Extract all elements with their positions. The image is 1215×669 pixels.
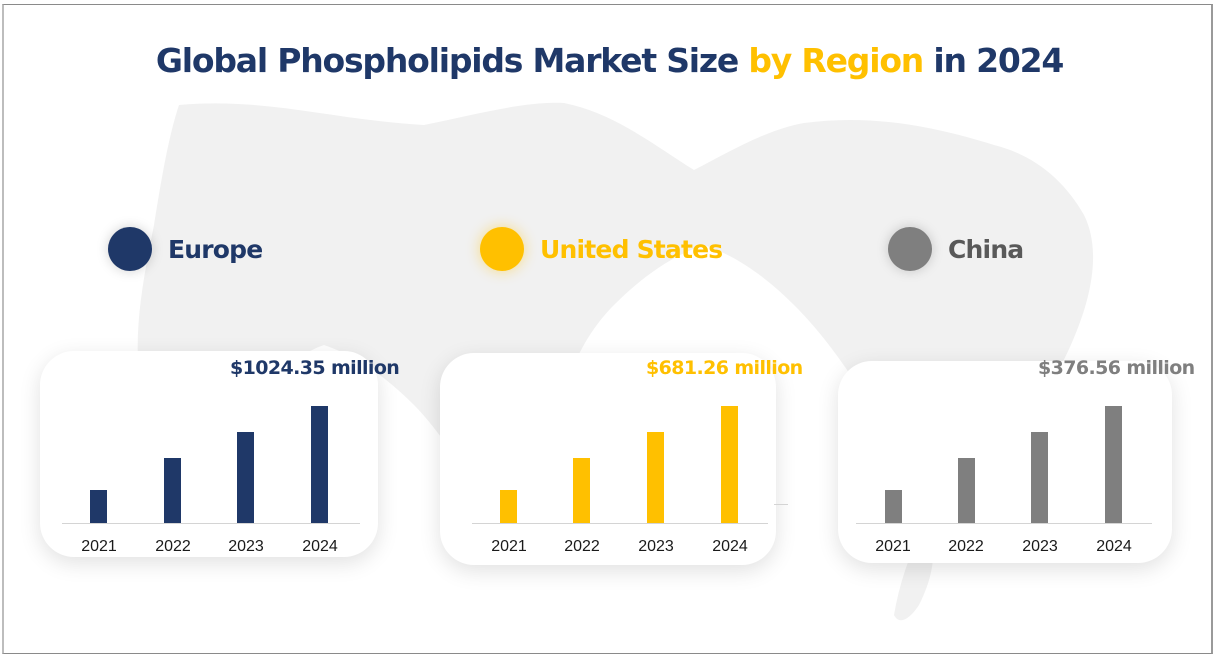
bar-2022	[164, 458, 181, 523]
bar-2022	[958, 458, 975, 523]
legend-label: China	[948, 234, 1024, 264]
x-tick-label: 2022	[155, 538, 191, 555]
value-label-china: $376.56 million	[1038, 357, 1195, 379]
x-axis-line	[472, 523, 768, 524]
legend-item-united-states: United States	[480, 227, 723, 271]
bar-2023	[237, 432, 254, 523]
x-axis-line	[62, 523, 360, 524]
legend-dot-icon	[888, 227, 932, 271]
legend-dot-icon	[480, 227, 524, 271]
bar-2022	[573, 458, 590, 523]
x-tick-label: 2024	[302, 538, 338, 555]
x-tick-label: 2023	[638, 538, 674, 555]
x-tick-label: 2022	[564, 538, 600, 555]
x-axis-line	[856, 523, 1152, 524]
title-part2: in 2024	[923, 41, 1064, 80]
bar-2024	[721, 406, 738, 523]
bar-2021	[885, 490, 902, 523]
value-label-europe: $1024.35 million	[230, 357, 400, 379]
decorative-line	[774, 504, 788, 505]
legend-label: Europe	[168, 234, 263, 264]
legend-item-china: China	[888, 227, 1024, 271]
page-title: Global Phospholipids Market Size by Regi…	[4, 41, 1211, 80]
bar-2021	[90, 490, 107, 523]
legend-label: United States	[540, 234, 723, 264]
infographic-frame: Global Phospholipids Market Size by Regi…	[2, 4, 1213, 654]
legend-item-europe: Europe	[108, 227, 263, 271]
bar-2023	[647, 432, 664, 523]
chart-card-united-states	[440, 353, 776, 565]
legend-dot-icon	[108, 227, 152, 271]
bar-2024	[311, 406, 328, 523]
x-tick-label: 2024	[1096, 538, 1132, 555]
title-highlight: by Region	[748, 41, 924, 80]
x-tick-label: 2024	[712, 538, 748, 555]
value-label-united-states: $681.26 million	[646, 357, 803, 379]
bar-2023	[1031, 432, 1048, 523]
x-tick-label: 2021	[491, 538, 527, 555]
title-part1: Global Phospholipids Market Size	[155, 41, 749, 80]
bar-2024	[1105, 406, 1122, 523]
x-tick-label: 2021	[875, 538, 911, 555]
x-tick-label: 2021	[81, 538, 117, 555]
x-tick-label: 2022	[948, 538, 984, 555]
bar-2021	[500, 490, 517, 523]
x-tick-label: 2023	[228, 538, 264, 555]
x-tick-label: 2023	[1022, 538, 1058, 555]
